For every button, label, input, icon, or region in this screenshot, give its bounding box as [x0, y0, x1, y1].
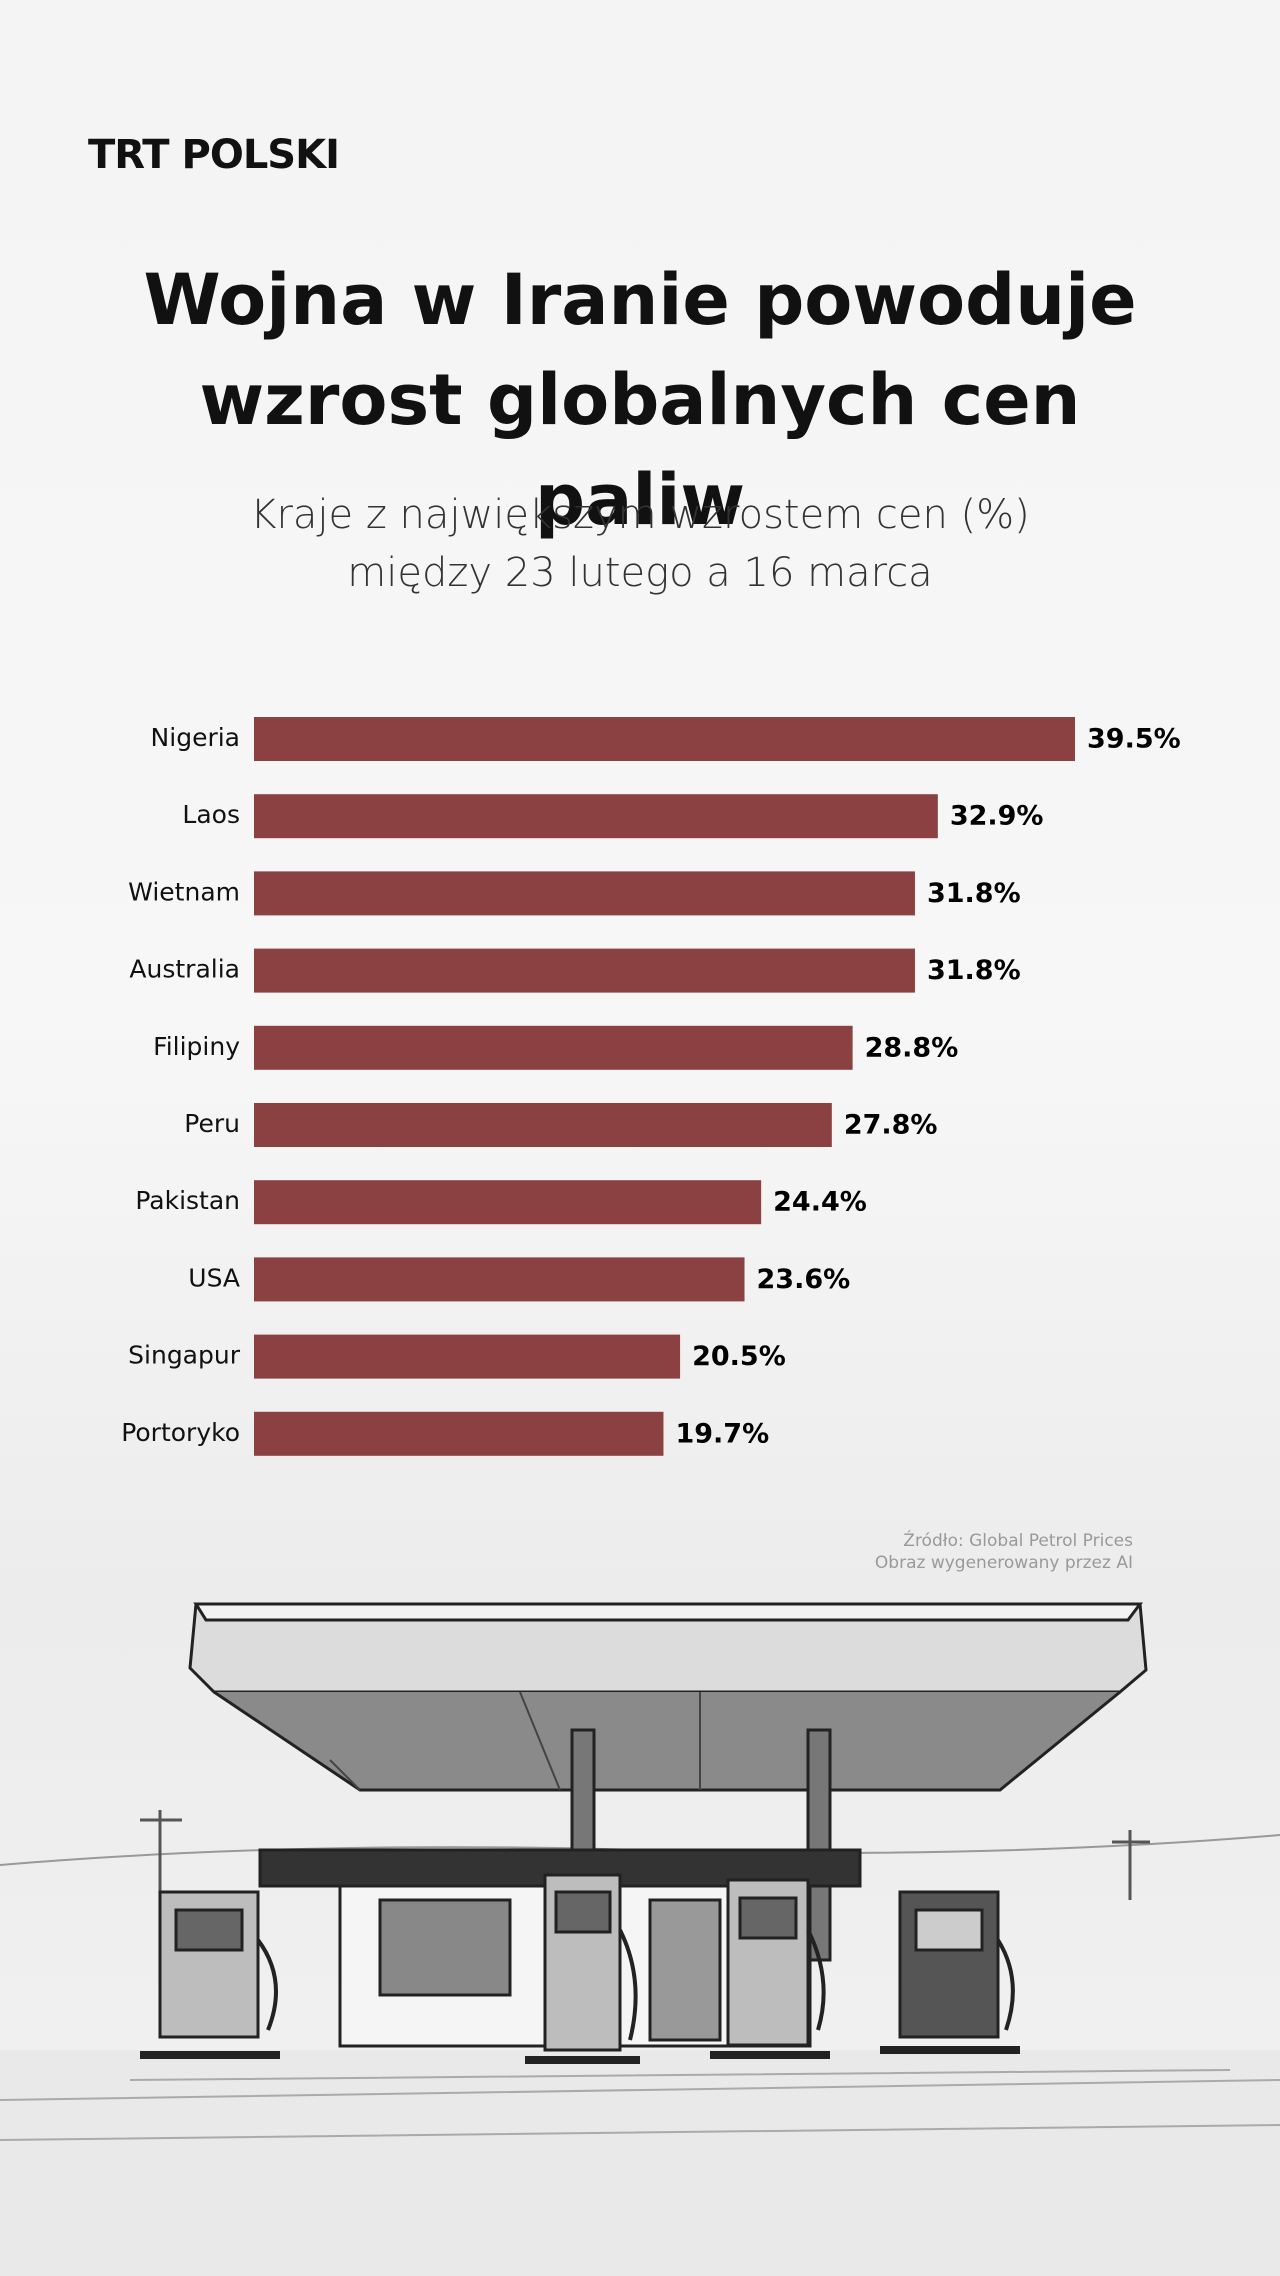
category-label: Peru — [184, 1109, 240, 1138]
bar — [254, 1257, 745, 1302]
bar — [254, 717, 1075, 761]
category-label: Australia — [129, 955, 240, 984]
bar — [254, 871, 915, 916]
value-label: 24.4% — [773, 1187, 867, 1218]
value-label: 20.5% — [692, 1341, 786, 1372]
category-label: Wietnam — [128, 877, 240, 906]
value-label: 28.8% — [865, 1032, 959, 1063]
bar — [254, 1334, 681, 1379]
logo: TRT POLSKI — [88, 132, 340, 178]
category-label: Portoryko — [121, 1418, 240, 1447]
category-label: Singapur — [128, 1341, 241, 1370]
value-label: 23.6% — [757, 1264, 851, 1295]
chart: Nigeria 39.5% Laos 32.9% Wietnam 31.8% Austral… — [121, 717, 1181, 1456]
bar — [254, 948, 915, 993]
source-note: Źródło: Global Petrol Prices Obraz wygen… — [875, 1530, 1133, 1574]
source: Źródło: Global Petrol Prices — [903, 1531, 1133, 1551]
bar — [254, 1103, 832, 1147]
bar — [254, 1411, 664, 1456]
category-label: Filipiny — [153, 1032, 240, 1061]
value-label: 31.8% — [927, 878, 1021, 909]
value-label: 19.7% — [675, 1418, 769, 1449]
value-label: 39.5% — [1087, 724, 1181, 755]
bar — [254, 794, 938, 839]
bar — [254, 1180, 762, 1225]
chart-subtitle: Kraje z największym wzrostem cen (%) mię… — [250, 492, 1030, 596]
category-label: Pakistan — [135, 1186, 240, 1215]
chart-title: Wojna w Iranie powoduje wzrost globalnyc… — [143, 259, 1137, 541]
gas-station-illustration — [0, 1602, 1280, 2276]
category-label: Laos — [182, 800, 240, 829]
category-label: Nigeria — [151, 723, 240, 752]
bar — [254, 1025, 853, 1070]
image-credit: Obraz wygenerowany przez AI — [874, 1553, 1133, 1573]
value-label: 27.8% — [844, 1110, 938, 1141]
category-label: USA — [188, 1263, 240, 1292]
value-label: 32.9% — [950, 801, 1044, 832]
value-label: 31.8% — [927, 955, 1021, 986]
